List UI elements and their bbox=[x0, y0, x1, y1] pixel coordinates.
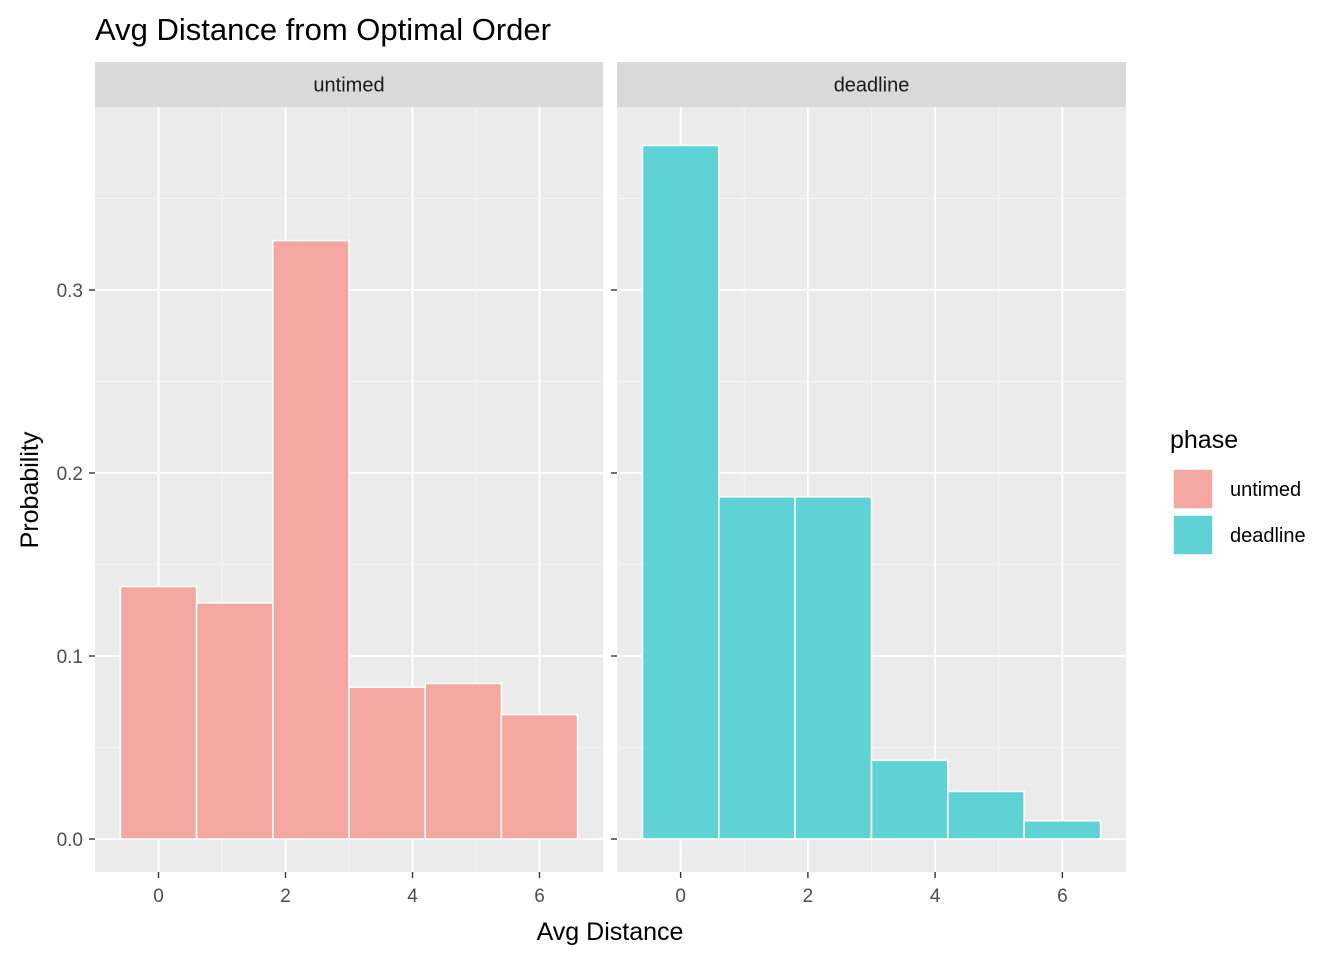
legend-entry-deadline: deadline bbox=[1172, 514, 1306, 556]
histogram-bar bbox=[794, 495, 873, 840]
x-tick-label: 4 bbox=[930, 886, 941, 907]
histogram-bar bbox=[870, 759, 949, 840]
histogram-bar bbox=[348, 686, 426, 840]
y-axis-title: Probability bbox=[16, 431, 44, 548]
facet-strip bbox=[95, 62, 603, 107]
histogram-bar bbox=[1023, 819, 1102, 840]
facet-strip-label: untimed bbox=[313, 75, 384, 97]
facet-strip bbox=[617, 62, 1126, 107]
legend-entry-label: deadline bbox=[1230, 525, 1306, 547]
histogram-bar bbox=[119, 585, 198, 840]
histogram-bar bbox=[424, 682, 503, 840]
legend-entry-untimed: untimed bbox=[1172, 468, 1301, 510]
y-tick-label: 0.3 bbox=[57, 281, 83, 302]
legend: phase untimed deadline bbox=[1170, 426, 1306, 556]
histogram-bar bbox=[271, 239, 350, 840]
facet-panel-deadline: deadline 0 2 4 6 bbox=[611, 62, 1126, 907]
x-tick-label: 6 bbox=[534, 886, 545, 907]
legend-entry-label: untimed bbox=[1230, 479, 1301, 501]
chart-title: Avg Distance from Optimal Order bbox=[95, 12, 551, 47]
facet-panel-untimed: untimed 0 2 4 6 0.0 0.1 0.2 0.3 bbox=[57, 62, 603, 907]
x-tick-label: 0 bbox=[675, 886, 686, 907]
y-tick-label: 0.2 bbox=[57, 464, 83, 485]
histogram-bar bbox=[500, 713, 579, 840]
x-tick-label: 2 bbox=[280, 886, 291, 907]
legend-key-swatch bbox=[1172, 514, 1214, 556]
y-tick-label: 0.0 bbox=[57, 830, 83, 851]
y-tick-label: 0.1 bbox=[57, 647, 83, 668]
histogram-bar bbox=[947, 790, 1025, 840]
facet-strip-label: deadline bbox=[834, 75, 910, 97]
legend-key-swatch bbox=[1172, 468, 1214, 510]
histogram-bar bbox=[641, 144, 720, 840]
histogram-bar bbox=[195, 602, 274, 840]
x-tick-label: 0 bbox=[153, 886, 164, 907]
legend-title: phase bbox=[1170, 426, 1238, 454]
x-tick-label: 2 bbox=[803, 886, 814, 907]
x-tick-label: 6 bbox=[1057, 886, 1068, 907]
x-tick-label: 4 bbox=[407, 886, 418, 907]
histogram-bar bbox=[717, 495, 796, 840]
facet-panels: untimed 0 2 4 6 0.0 0.1 0.2 0.3 deadline 0 2 4 6 bbox=[57, 62, 1126, 907]
x-axis-title: Avg Distance bbox=[537, 918, 684, 946]
